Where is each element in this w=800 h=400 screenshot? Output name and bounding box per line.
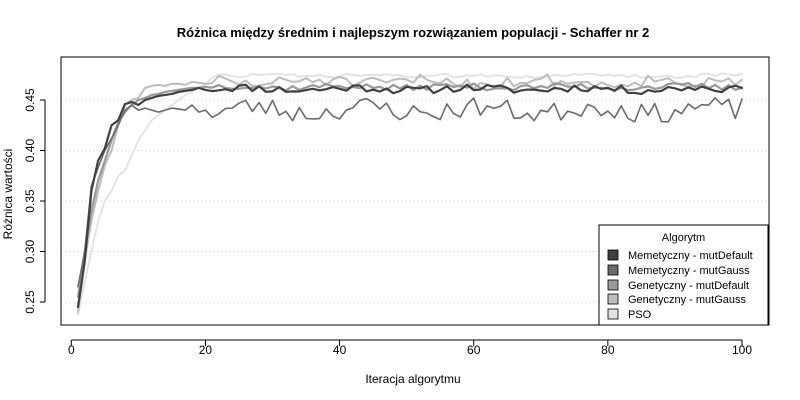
series-line-0 — [76, 83, 744, 309]
plot-frame — [60, 56, 770, 326]
y-tick-label: 0.40 — [23, 138, 37, 162]
series-line-4 — [77, 72, 743, 316]
y-tick-label: 0.30 — [23, 239, 37, 263]
x-tick-label: 40 — [333, 343, 347, 357]
legend-label: Memetyczny - mutGauss — [628, 265, 750, 277]
legend-label: Genetyczny - mutGauss — [628, 294, 746, 306]
legend-title: Algorytm — [662, 232, 705, 244]
x-tick-label: 0 — [68, 343, 75, 357]
chart-title: Różnica między średnim i najlepszym rozw… — [177, 25, 649, 40]
legend-label: PSO — [628, 309, 652, 321]
x-axis-title: Iteracja algorytmu — [365, 372, 460, 386]
x-tick-label: 100 — [732, 343, 752, 357]
legend-swatch-1 — [607, 264, 619, 276]
legend: Algorytm Memetyczny - mutDefault Memetycz… — [598, 224, 769, 326]
legend-swatch-2 — [607, 279, 619, 291]
axes-layer: 0 20 40 60 80 100 0.25 0.30 0.35 0.40 0.45 — [23, 88, 752, 357]
y-tick-label: 0.35 — [23, 189, 37, 213]
x-tick-label: 80 — [601, 343, 615, 357]
legend-swatch-0 — [607, 249, 619, 261]
legend-swatch-4 — [607, 308, 619, 320]
y-axis-title: Różnica wartości — [1, 149, 15, 240]
legend-box — [598, 224, 769, 326]
legend-label: Genetyczny - mutDefault — [628, 280, 749, 292]
x-tick-label: 60 — [467, 343, 481, 357]
x-tick-label: 20 — [199, 343, 213, 357]
y-tick-label: 0.25 — [23, 290, 37, 314]
series-layer — [76, 72, 744, 316]
legend-label: Memetyczny - mutDefault — [628, 250, 753, 262]
legend-swatch-3 — [607, 293, 619, 305]
y-tick-label: 0.45 — [23, 88, 37, 112]
series-line-3 — [77, 73, 743, 314]
series-line-1 — [77, 97, 743, 288]
